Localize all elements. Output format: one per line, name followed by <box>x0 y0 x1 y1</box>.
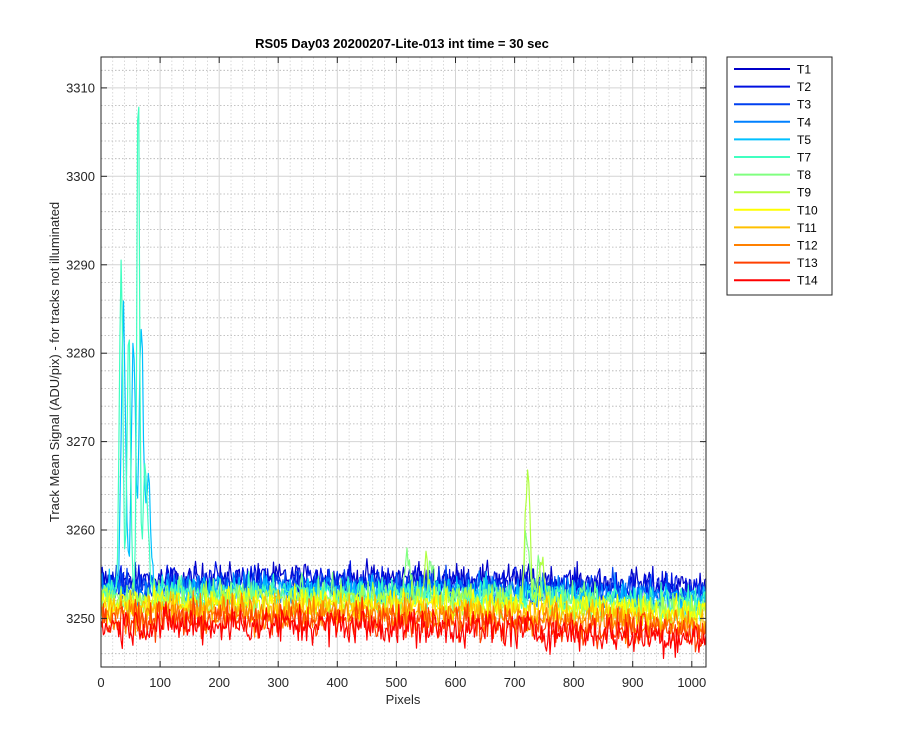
major-grid <box>101 57 706 667</box>
legend-label-t7: T7 <box>797 151 811 165</box>
y-tick-labels: 3250 3260 3270 3280 3290 3300 3310 <box>66 80 95 626</box>
legend-label-t2: T2 <box>797 80 811 94</box>
legend-label-t11: T11 <box>797 221 817 235</box>
legend-label-t12: T12 <box>797 239 818 253</box>
legend-box <box>726 56 833 296</box>
x-tick-label: 700 <box>504 675 526 690</box>
x-tick-label: 100 <box>149 675 171 690</box>
legend: T1 T2 T3 T4 T5 T7 T8 T9 T10 T11 T12 T13 T14 <box>726 56 833 296</box>
y-tick-label: 3260 <box>66 523 95 538</box>
y-tick-label: 3280 <box>66 346 95 361</box>
legend-label-t3: T3 <box>797 98 811 112</box>
plot-area <box>100 56 707 668</box>
y-tick-label: 3270 <box>66 434 95 449</box>
x-tick-label: 0 <box>97 675 104 690</box>
x-tick-label: 300 <box>267 675 289 690</box>
x-tick-label: 400 <box>326 675 348 690</box>
legend-label-t1: T1 <box>797 63 811 77</box>
y-tick-label: 3250 <box>66 611 95 626</box>
y-axis-label: Track Mean Signal (ADU/pix) - for tracks… <box>47 202 62 522</box>
legend-label-t13: T13 <box>797 256 818 270</box>
x-tick-label: 800 <box>563 675 585 690</box>
x-tick-label: 900 <box>622 675 644 690</box>
series-line-t14 <box>100 601 707 660</box>
series-lines <box>100 106 707 660</box>
legend-label-t10: T10 <box>797 203 818 217</box>
axes-box <box>100 56 707 668</box>
y-tick-label: 3290 <box>66 257 95 272</box>
legend-label-t4: T4 <box>797 115 811 129</box>
legend-label-t5: T5 <box>797 133 811 147</box>
axis-ticks <box>100 57 706 667</box>
x-tick-label: 1000 <box>677 675 706 690</box>
legend-label-t8: T8 <box>797 168 811 182</box>
x-tick-label: 500 <box>386 675 408 690</box>
x-tick-labels: 0 100 200 300 400 500 600 700 800 900 1000 <box>97 675 706 690</box>
y-tick-label: 3310 <box>66 80 95 95</box>
x-tick-label: 600 <box>445 675 467 690</box>
legend-label-t14: T14 <box>797 274 818 288</box>
x-axis-label: Pixels <box>386 692 421 707</box>
y-tick-label: 3300 <box>66 169 95 184</box>
x-tick-label: 200 <box>208 675 230 690</box>
chart-title: RS05 Day03 20200207-Lite-013 int time = … <box>255 36 549 51</box>
legend-label-t9: T9 <box>797 186 811 200</box>
minor-grid <box>101 57 706 667</box>
